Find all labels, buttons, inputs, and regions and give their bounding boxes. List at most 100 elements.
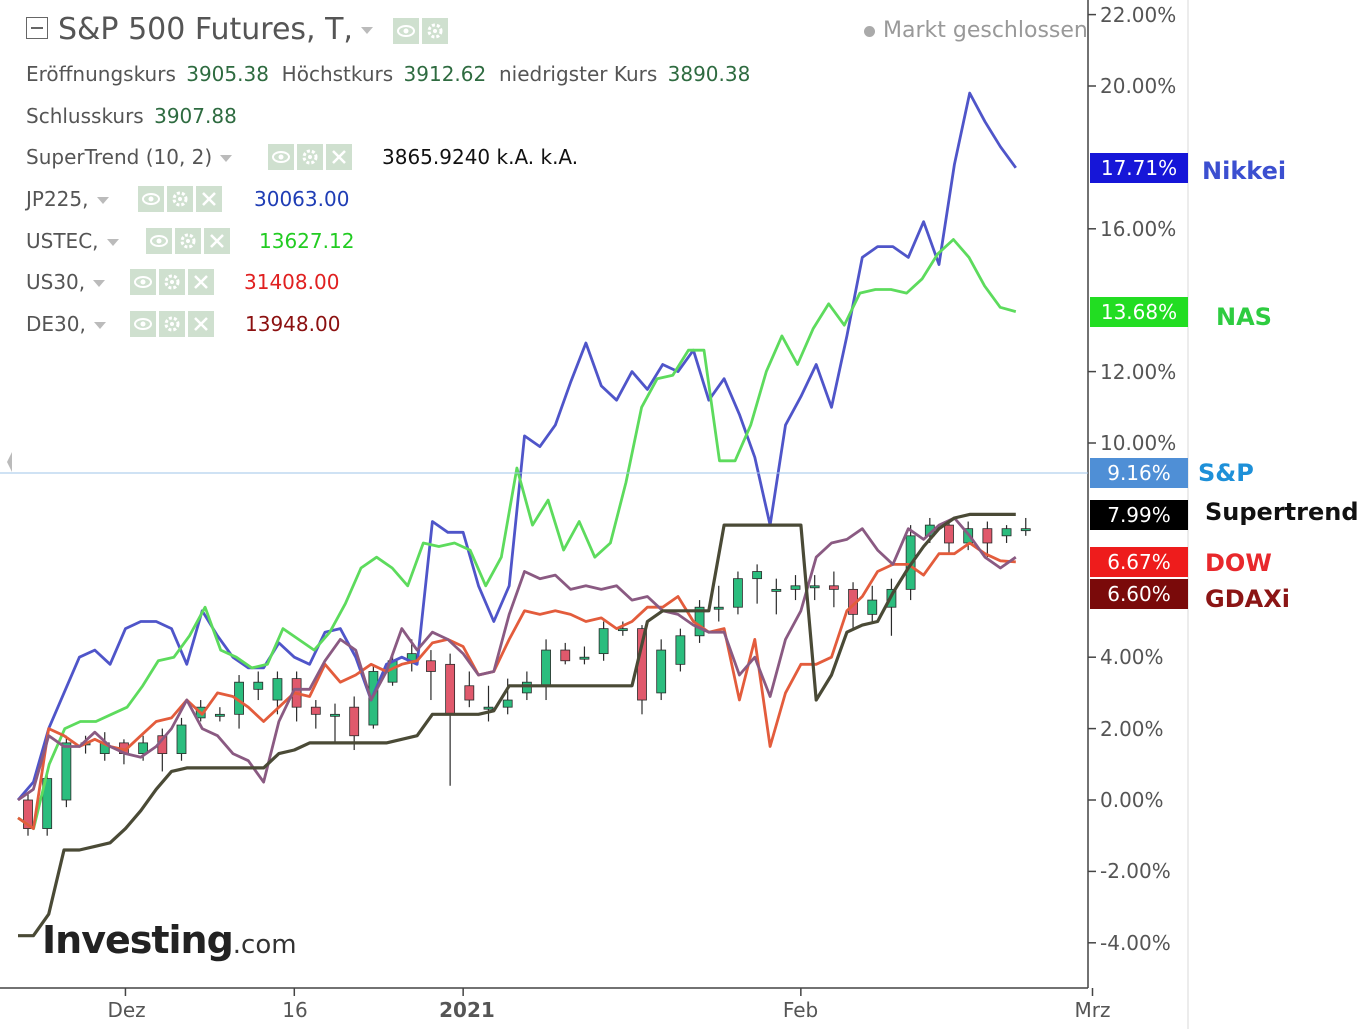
eye-icon[interactable] [130, 311, 156, 337]
indicator-row: USTEC, [26, 229, 129, 253]
candle-body [502, 699, 513, 708]
indicator-value: 13627.12 [259, 229, 355, 253]
gear-icon[interactable] [159, 311, 185, 337]
gear-icon[interactable] [175, 228, 201, 254]
indicator-name: USTEC, [26, 229, 99, 253]
candle-body [483, 706, 494, 710]
y-tick-label: 20.00% [1100, 74, 1177, 98]
candle-body [349, 706, 360, 737]
eye-icon[interactable] [268, 144, 294, 170]
gear-icon[interactable] [297, 144, 323, 170]
ohlc-row: Eröffnungskurs 3905.38 Höchstkurs 3912.6… [26, 62, 750, 86]
x-tick-label: Mrz [1074, 998, 1111, 1022]
gear-icon[interactable] [159, 269, 185, 295]
low-label: niedrigster Kurs [498, 62, 658, 86]
chevron-down-icon[interactable] [93, 280, 106, 287]
candle-body [1001, 528, 1012, 537]
chevron-down-icon[interactable] [93, 322, 106, 329]
close-icon[interactable] [196, 186, 222, 212]
close-icon[interactable] [326, 144, 352, 170]
candle-body [214, 713, 225, 717]
candle-body [310, 706, 321, 715]
y-tick-label: -2.00% [1100, 859, 1171, 884]
side-label-nikkei: Nikkei [1202, 157, 1287, 185]
candle-body [464, 685, 475, 701]
indicator-buttons [130, 269, 217, 295]
gdaxi-badge: 6.60% [1090, 579, 1188, 610]
nikkei-badge: 17.71% [1090, 152, 1188, 183]
indicator-row: US30, [26, 270, 115, 294]
y-tick-label: 4.00% [1100, 645, 1164, 670]
market-status-text: Markt geschlossen [883, 18, 1088, 43]
side-label-dow: DOW [1205, 549, 1272, 577]
high-value: 3912.62 [403, 62, 487, 86]
indicator-row: SuperTrend (10, 2) [26, 145, 242, 169]
eye-icon[interactable] [392, 17, 419, 44]
candle-body [445, 663, 456, 715]
side-label-nas: NAS [1216, 303, 1272, 331]
open-value: 3905.38 [186, 62, 269, 86]
candle-body [809, 585, 820, 589]
y-tick-label: 0.00% [1100, 788, 1164, 812]
close-icon[interactable] [204, 228, 230, 254]
high-label: Höchstkurs [281, 62, 394, 86]
candle-body [579, 656, 590, 660]
eye-icon[interactable] [138, 186, 164, 212]
indicator-row: JP225, [26, 187, 119, 211]
y-tick-label: 2.00% [1100, 716, 1164, 741]
series-line-ustec [17, 238, 1017, 830]
indicator-name: DE30, [26, 312, 86, 336]
investing-logo: Investing.com [42, 918, 297, 962]
side-label-sp: S&P [1198, 459, 1254, 487]
candle-body [982, 528, 993, 544]
x-tick-label: 16 [282, 998, 308, 1022]
side-label-supertrend: Supertrend [1205, 498, 1359, 526]
candle-body [790, 585, 801, 590]
collapse-toggle[interactable] [26, 16, 48, 39]
eye-icon[interactable] [146, 228, 172, 254]
close-value: 3907.88 [154, 104, 237, 128]
eye-icon[interactable] [130, 269, 156, 295]
x-tick-label: Dez [107, 998, 146, 1022]
candle-body [713, 606, 724, 610]
candle-body [867, 599, 878, 615]
indicator-buttons [138, 186, 225, 212]
candle-body [675, 635, 686, 665]
close-row: Schlusskurs 3907.88 [26, 104, 237, 128]
gear-icon[interactable] [167, 186, 193, 212]
indicator-name: US30, [26, 270, 86, 294]
y-tick-label: -4.00% [1100, 930, 1171, 955]
candle-body [560, 649, 571, 662]
instrument-title: S&P 500 Futures, T, [58, 12, 353, 47]
y-tick-label: 22.00% [1100, 2, 1177, 27]
chevron-down-icon[interactable] [360, 27, 373, 34]
chevron-down-icon[interactable] [96, 197, 109, 204]
candle-body [521, 681, 532, 694]
indicator-value: 3865.9240 k.A. k.A. [382, 145, 579, 169]
open-label: Eröffnungskurs [26, 62, 176, 86]
indicator-value: 31408.00 [244, 270, 340, 294]
chevron-down-icon[interactable] [220, 155, 233, 162]
candle-body [617, 628, 628, 632]
candle-body [598, 628, 609, 655]
candle-body [541, 649, 551, 687]
candle-body [426, 660, 436, 672]
indicator-buttons [130, 311, 217, 337]
close-icon[interactable] [188, 269, 214, 295]
candle-body [944, 524, 954, 544]
indicator-row: DE30, [26, 312, 116, 336]
close-label: Schlusskurs [26, 104, 144, 128]
gear-icon[interactable] [421, 17, 448, 44]
dow-badge: 6.67% [1090, 546, 1188, 577]
candle-body [752, 571, 763, 580]
candle-body [42, 778, 53, 829]
candle-body [272, 678, 283, 701]
close-icon[interactable] [188, 311, 214, 337]
chevron-down-icon[interactable] [106, 239, 119, 246]
x-tick-label: 2021 [439, 998, 495, 1022]
indicator-buttons [268, 144, 355, 170]
indicator-name: JP225, [26, 187, 89, 211]
candle-body [656, 649, 667, 694]
candle-body [61, 742, 72, 801]
left-scroll-handle-icon [7, 452, 12, 472]
